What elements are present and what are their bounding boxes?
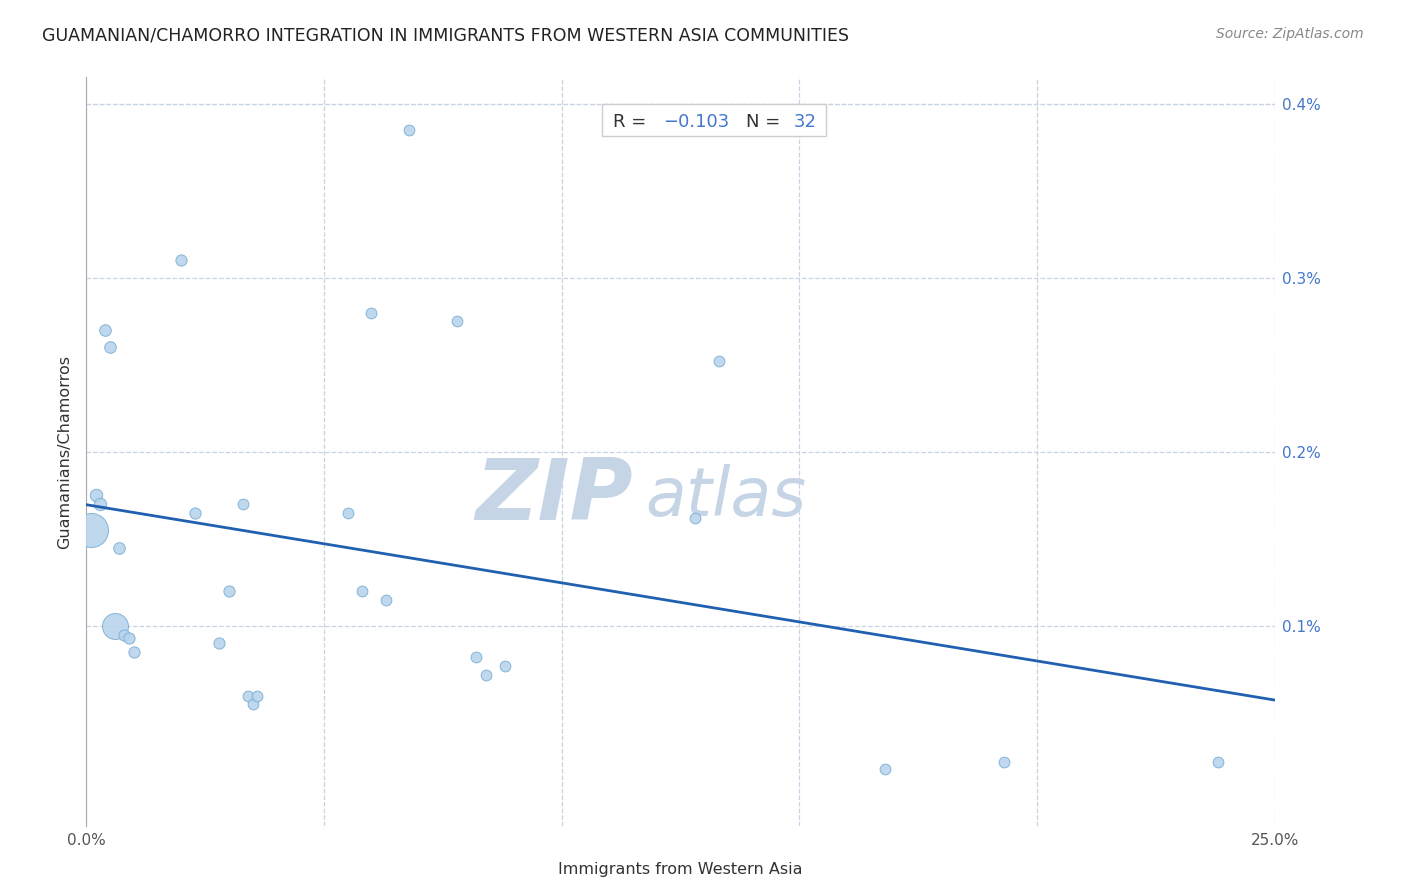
- Text: −0.103: −0.103: [662, 113, 728, 131]
- Point: [80, 523, 103, 537]
- Point: [246, 689, 269, 703]
- Point: [184, 506, 207, 520]
- Point: [98, 340, 121, 354]
- Point: [104, 619, 127, 633]
- Point: [350, 584, 373, 599]
- Point: [112, 627, 135, 641]
- Point: [122, 645, 145, 659]
- Text: N =: N =: [745, 113, 786, 131]
- Point: [89, 497, 111, 511]
- Point: [218, 584, 240, 599]
- Point: [118, 631, 141, 645]
- Point: [208, 636, 231, 650]
- Point: [374, 592, 396, 607]
- Point: [336, 506, 359, 520]
- Point: [108, 541, 131, 555]
- Text: ZIP: ZIP: [475, 455, 633, 538]
- Point: [707, 354, 730, 368]
- Point: [94, 323, 117, 337]
- Point: [232, 497, 254, 511]
- Point: [494, 659, 516, 673]
- Point: [170, 253, 193, 268]
- Point: [683, 511, 706, 525]
- Point: [993, 755, 1015, 769]
- Point: [398, 122, 420, 136]
- Text: R = −-0.103   N = 32: R = −-0.103 N = 32: [609, 112, 818, 129]
- Point: [242, 698, 264, 712]
- Text: GUAMANIAN/CHAMORRO INTEGRATION IN IMMIGRANTS FROM WESTERN ASIA COMMUNITIES: GUAMANIAN/CHAMORRO INTEGRATION IN IMMIGR…: [42, 27, 849, 45]
- Point: [1206, 755, 1229, 769]
- Y-axis label: Guamanians/Chamorros: Guamanians/Chamorros: [58, 355, 72, 549]
- Text: R =: R =: [613, 113, 652, 131]
- Point: [446, 314, 468, 328]
- Point: [873, 762, 896, 776]
- Point: [360, 305, 382, 319]
- Point: [474, 667, 496, 681]
- Text: Source: ZipAtlas.com: Source: ZipAtlas.com: [1216, 27, 1364, 41]
- Text: 32: 32: [793, 113, 817, 131]
- X-axis label: Immigrants from Western Asia: Immigrants from Western Asia: [558, 862, 803, 877]
- Point: [465, 650, 488, 665]
- Text: atlas: atlas: [645, 464, 806, 530]
- Point: [84, 488, 107, 502]
- Point: [236, 689, 259, 703]
